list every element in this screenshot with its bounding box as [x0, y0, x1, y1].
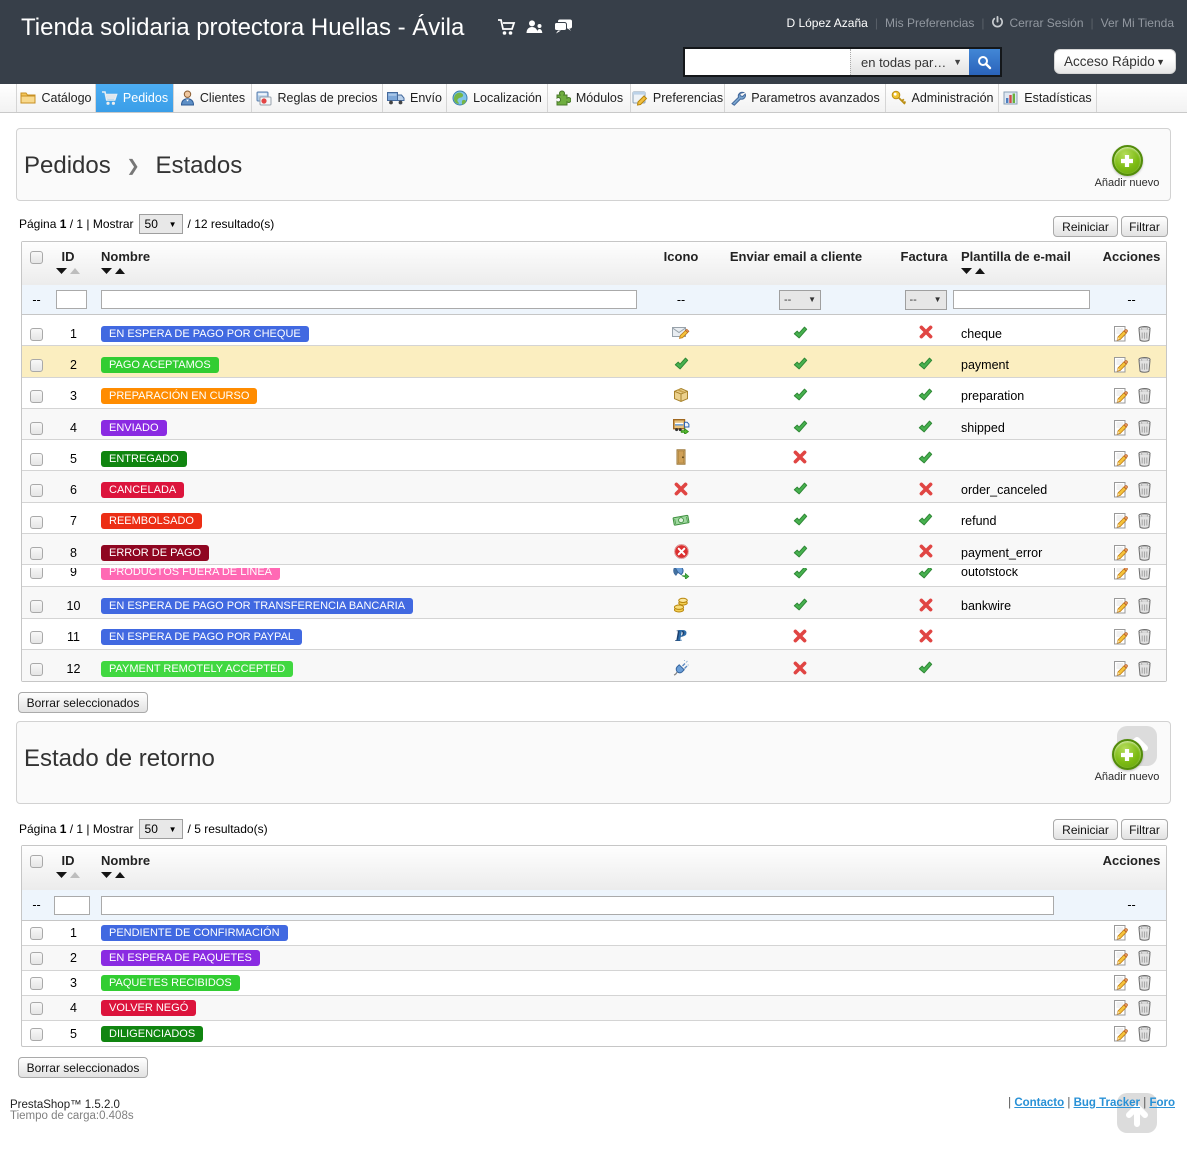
svg-text:P: P: [675, 628, 685, 644]
svg-text:P: P: [675, 628, 686, 644]
